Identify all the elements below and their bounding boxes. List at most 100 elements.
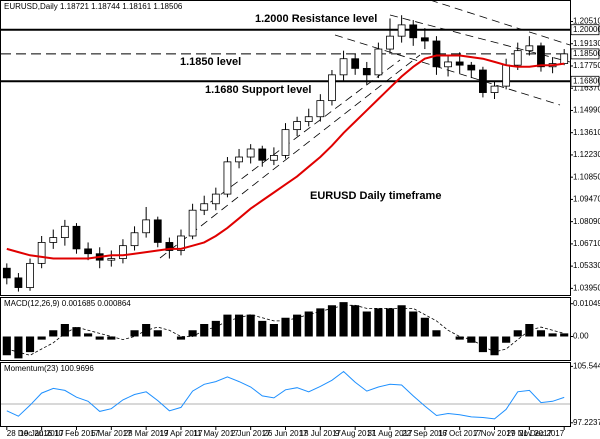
macd-bar [246,314,255,337]
macd-bar [95,336,104,340]
y-tick-label: 0.00 [573,332,589,341]
x-tick-label: 31 Aug 2017 [368,429,413,438]
macd-bar [188,330,197,337]
y-tick-label: 97.2237 [573,418,600,427]
macd-panel-frame [0,297,571,361]
macd-bar [478,336,487,353]
chart-title: EURUSD,Daily 1.18721 1.18744 1.18161 1.1… [4,2,183,11]
x-tick-label: 22 Sep 2017 [402,429,448,438]
candle-body [560,53,569,64]
macd-bar [176,336,186,340]
x-tick-label: 10 Feb 2017 [54,429,99,438]
candle-body [49,237,58,243]
macd-bar [2,336,11,356]
level-label: 1.20000 [573,25,600,34]
candle-body [119,245,127,259]
candle-body [258,148,267,161]
macd-bar [374,308,383,337]
macd-bar [84,333,93,337]
y-tick-label: 1.10850 [573,172,600,181]
y-tick-label: 1.06710 [573,239,600,248]
x-tick-label: 26 Jun 2017 [263,429,308,438]
candle-body [513,50,522,66]
candle-body [26,262,34,288]
macd-bar [502,336,511,343]
candle-body [177,235,185,251]
candle-body [223,161,232,195]
macd-bar [548,333,557,337]
candle-body [165,242,174,251]
y-tick-label: 1.03950 [573,283,600,292]
candle-body [281,129,290,156]
macd-bar [49,330,58,337]
macd-bar [397,305,406,337]
macd-bar [409,311,418,337]
macd-bar [37,336,46,340]
y-tick-label: 0.010495 [573,299,600,308]
candle-body [432,40,441,68]
macd-bar [25,336,35,353]
candle-body [328,74,336,102]
level-label: 1.16800 [573,76,600,85]
x-tick-label: 16 Oct 2017 [438,429,482,438]
macd-bar [513,330,522,337]
candle-body [490,85,499,93]
macd-bar [560,333,569,337]
macd-bar [234,314,244,337]
macd-bar [304,311,313,337]
macd-bar [490,336,499,356]
trend-line [334,34,561,106]
candle-body [142,219,151,234]
trend-line [389,14,571,63]
main-panel-frame [0,0,571,296]
macd-bar [351,305,360,337]
candle-body [362,67,371,76]
candle-body [84,248,92,255]
candle-body [479,69,487,93]
candle-body [188,209,197,237]
annotation: 1.1850 level [180,56,241,68]
candle-body [200,203,209,211]
x-tick-label: 28 Mar 2017 [124,429,169,438]
candle-body [270,155,278,161]
x-tick-label: 9 Aug 2017 [335,429,376,438]
x-tick-label: 11 May 2017 [193,429,239,438]
candle-body [397,24,406,37]
x-tick-label: 7 Nov 2017 [474,429,515,438]
candle-body [339,58,348,76]
level-label-box [570,48,600,60]
candle-body [235,156,243,163]
candle-body [14,277,23,288]
y-tick-label: 1.20510 [573,17,600,26]
macd-bar [525,324,534,337]
trend-lines [159,0,571,259]
macd-bar [200,324,209,337]
level-label-box [570,75,600,87]
candle-body [211,193,220,205]
trend-line [159,54,421,259]
candle-body [2,267,11,279]
annotation: 1.1680 Support level [205,84,311,96]
candle-body [246,148,255,158]
candle-body [374,48,383,76]
macd-bar [211,320,220,337]
x-tick-label: 19 Jan 2017 [20,429,65,438]
macd-bar [385,308,395,337]
trend-line [199,59,401,211]
level-label: 1.18500 [573,49,600,58]
macd-signal [6,304,565,356]
macd-bar [60,324,69,337]
x-tick-label: 6 Mar 2017 [91,429,132,438]
momentum-title: Momentum(23) 100.9696 [4,364,94,373]
candle-body [467,64,476,71]
macd-bar [269,324,278,337]
y-tick-label: 1.09470 [573,195,600,204]
y-tick-label: 1.08090 [573,217,600,226]
x-tick-label: 19 Apr 2017 [159,429,203,438]
macd-bar [107,336,116,340]
candle-body [37,242,46,264]
macd-bar [258,320,267,337]
trend-line [429,0,571,46]
